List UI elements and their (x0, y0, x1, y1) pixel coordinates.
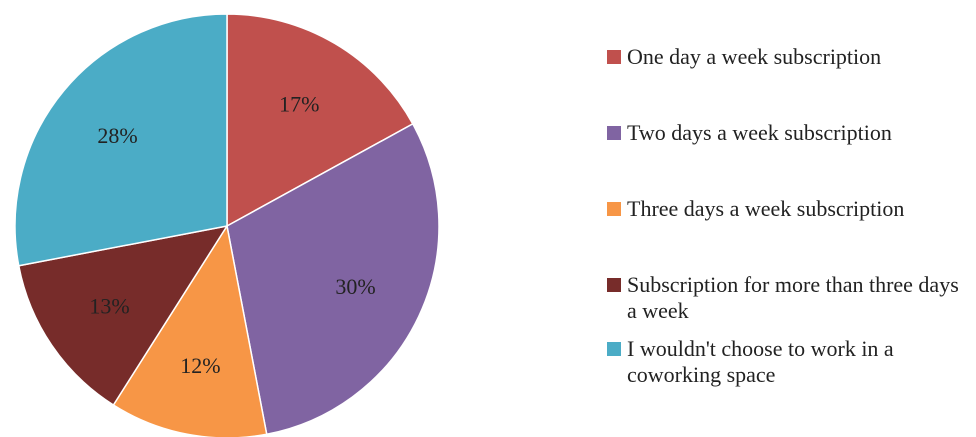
data-label-1: 17% (279, 91, 319, 116)
legend-swatch (607, 126, 621, 140)
pie-slice-1 (226, 13, 414, 228)
legend-item-1: One day a week subscription (607, 44, 973, 70)
legend-label: One day a week subscription (627, 44, 882, 69)
legend-item-2: Two days a week subscription (607, 120, 973, 146)
legend-swatch (607, 278, 621, 292)
legend-item-5: I wouldn't choose to work in a coworking… (607, 336, 973, 388)
pie-plot-area: 17% 30% 12% 13% 28% (14, 13, 440, 437)
legend-label: Two days a week subscription (627, 120, 892, 145)
legend-label: Subscription for more than three days a … (627, 272, 959, 323)
legend-swatch (607, 342, 621, 356)
data-label-5: 28% (97, 123, 137, 148)
pie-slice-4 (17, 224, 229, 407)
data-label-3: 12% (180, 353, 220, 378)
pie-slice-2 (226, 122, 440, 436)
legend-swatch (607, 50, 621, 64)
pie-data-labels: 17% 30% 12% 13% 28% (89, 91, 375, 378)
data-label-4: 13% (89, 293, 129, 318)
legend-item-3: Three days a week subscription (607, 196, 973, 222)
pie-slice-3 (112, 223, 268, 437)
pie-slice-5 (14, 13, 228, 267)
legend-item-4: Subscription for more than three days a … (607, 272, 973, 324)
legend-swatch (607, 202, 621, 216)
legend-label: I wouldn't choose to work in a coworking… (627, 336, 894, 387)
data-label-2: 30% (335, 274, 375, 299)
pie-slices (14, 13, 440, 437)
legend-label: Three days a week subscription (627, 196, 905, 221)
